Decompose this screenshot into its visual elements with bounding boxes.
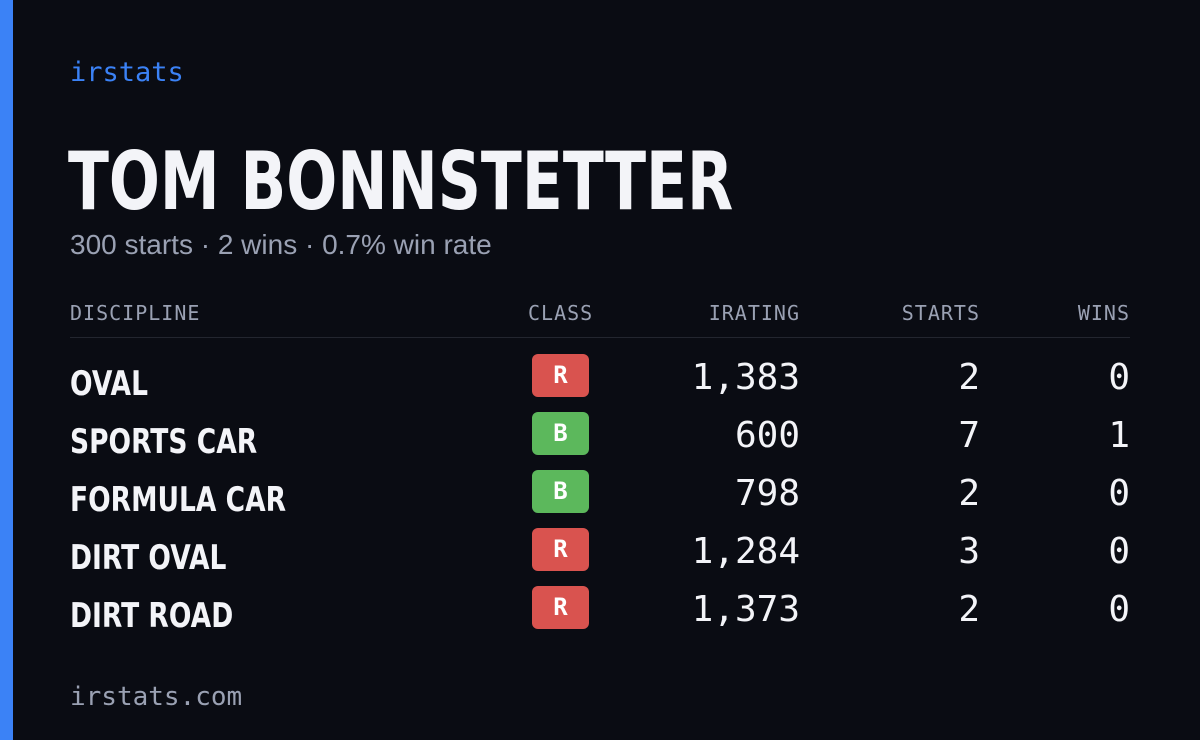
class-badge: R [532, 354, 589, 397]
class-badge: B [532, 470, 589, 513]
irating-value: 600 [734, 415, 800, 456]
discipline-name: DIRT ROAD [70, 596, 234, 636]
irating-value: 1,373 [691, 589, 800, 630]
wins-value: 0 [1108, 357, 1130, 398]
table-row: FORMULA CAR B 798 2 0 [0, 466, 1200, 524]
class-badge: R [532, 528, 589, 571]
discipline-name: FORMULA CAR [70, 480, 287, 520]
discipline-name: SPORTS CAR [70, 422, 258, 462]
wins-value: 0 [1108, 473, 1130, 514]
player-summary: 300 starts · 2 wins · 0.7% win rate [70, 229, 492, 260]
footer-domain: irstats.com [70, 682, 243, 712]
wins-value: 1 [1108, 415, 1130, 456]
brand-logo: irstats [70, 57, 184, 88]
irating-value: 798 [734, 473, 800, 514]
table-row: DIRT ROAD R 1,373 2 0 [0, 582, 1200, 640]
table-row: SPORTS CAR B 600 7 1 [0, 408, 1200, 466]
header-irating: IRATING [708, 301, 800, 325]
player-name: TOM BONNSTETTER [68, 135, 734, 228]
accent-bar [0, 0, 13, 740]
irating-value: 1,284 [691, 531, 800, 572]
header-discipline: DISCIPLINE [70, 301, 201, 325]
table-row: OVAL R 1,383 2 0 [0, 350, 1200, 408]
discipline-name: OVAL [70, 364, 148, 404]
wins-value: 0 [1108, 531, 1130, 572]
header-divider [70, 337, 1130, 338]
stats-table: OVAL R 1,383 2 0 SPORTS CAR B 600 7 1 FO… [0, 350, 1200, 640]
class-badge: B [532, 412, 589, 455]
table-row: DIRT OVAL R 1,284 3 0 [0, 524, 1200, 582]
class-badge: R [532, 586, 589, 629]
header-class: CLASS [528, 301, 594, 325]
wins-value: 0 [1108, 589, 1130, 630]
header-wins: WINS [1077, 301, 1130, 325]
irating-value: 1,383 [691, 357, 800, 398]
starts-value: 3 [958, 531, 980, 572]
header-starts: STARTS [901, 301, 980, 325]
starts-value: 2 [958, 357, 980, 398]
starts-value: 2 [958, 473, 980, 514]
discipline-name: DIRT OVAL [70, 538, 227, 578]
starts-value: 7 [958, 415, 980, 456]
starts-value: 2 [958, 589, 980, 630]
